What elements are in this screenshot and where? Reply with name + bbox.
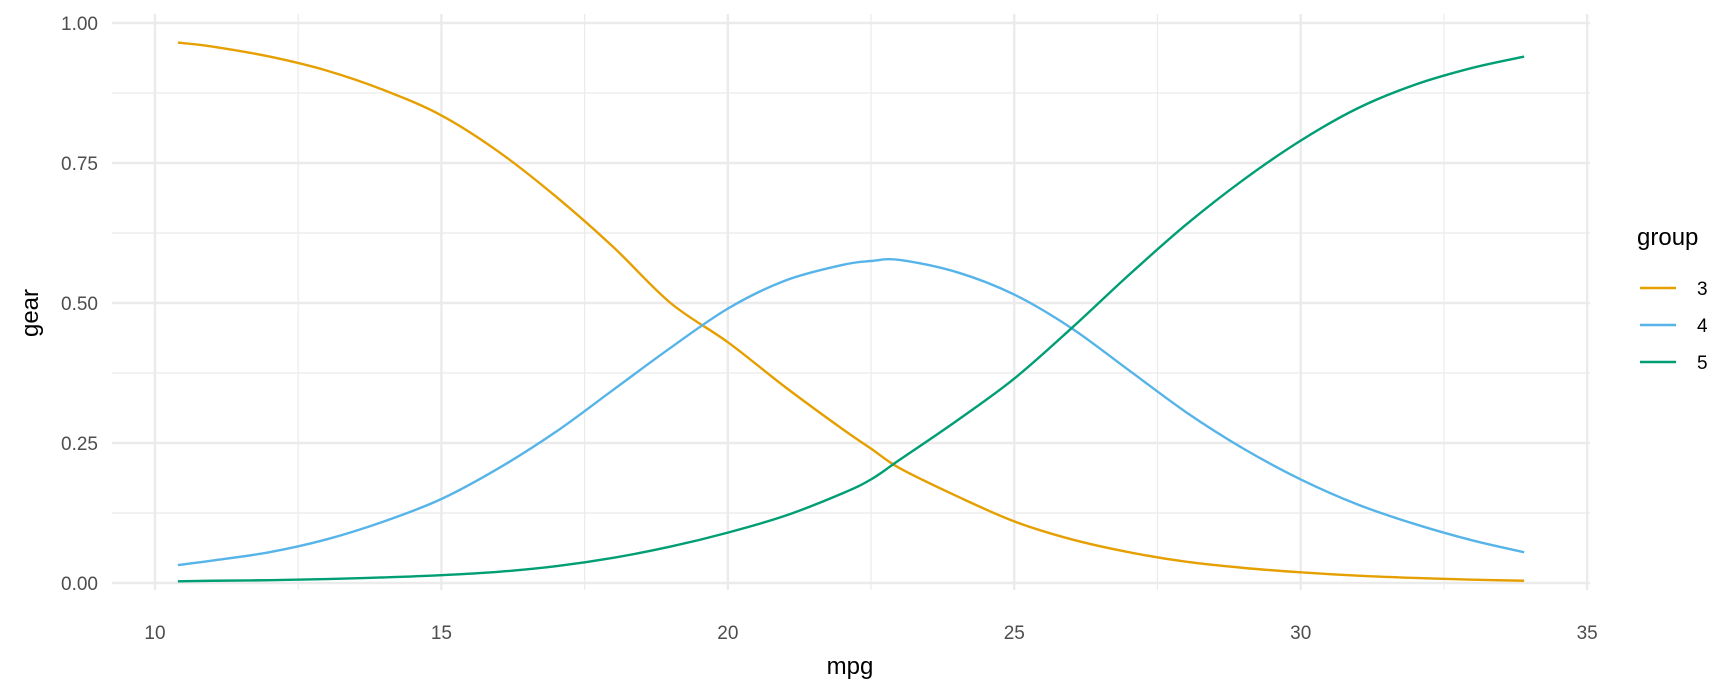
x-tick-label: 20 — [717, 623, 738, 644]
x-tick-label: 15 — [431, 623, 452, 644]
series-line-5 — [177, 55, 1525, 583]
y-tick-label: 1.00 — [61, 14, 98, 35]
x-axis: 10 15 20 25 30 35 — [144, 623, 1597, 644]
x-tick-label: 35 — [1577, 623, 1598, 644]
y-axis-title: gear — [17, 289, 44, 337]
y-tick-label: 0.00 — [61, 574, 98, 595]
legend: group 3 4 5 — [1637, 224, 1708, 374]
y-tick-label: 0.75 — [61, 154, 98, 175]
series-line-4 — [177, 257, 1525, 567]
legend-title: group — [1637, 224, 1698, 251]
y-tick-label: 0.50 — [61, 294, 98, 315]
y-tick-label: 0.25 — [61, 434, 98, 455]
x-tick-label: 25 — [1004, 623, 1025, 644]
grid — [112, 14, 1590, 590]
series-line-3 — [177, 41, 1525, 582]
legend-label-4: 4 — [1697, 316, 1708, 337]
x-tick-label: 10 — [144, 623, 165, 644]
x-axis-title: mpg — [827, 653, 874, 680]
y-axis: 0.00 0.25 0.50 0.75 1.00 — [61, 14, 98, 595]
legend-label-5: 5 — [1697, 353, 1708, 374]
x-tick-label: 30 — [1290, 623, 1311, 644]
legend-label-3: 3 — [1697, 279, 1708, 300]
series-lines — [177, 41, 1525, 583]
